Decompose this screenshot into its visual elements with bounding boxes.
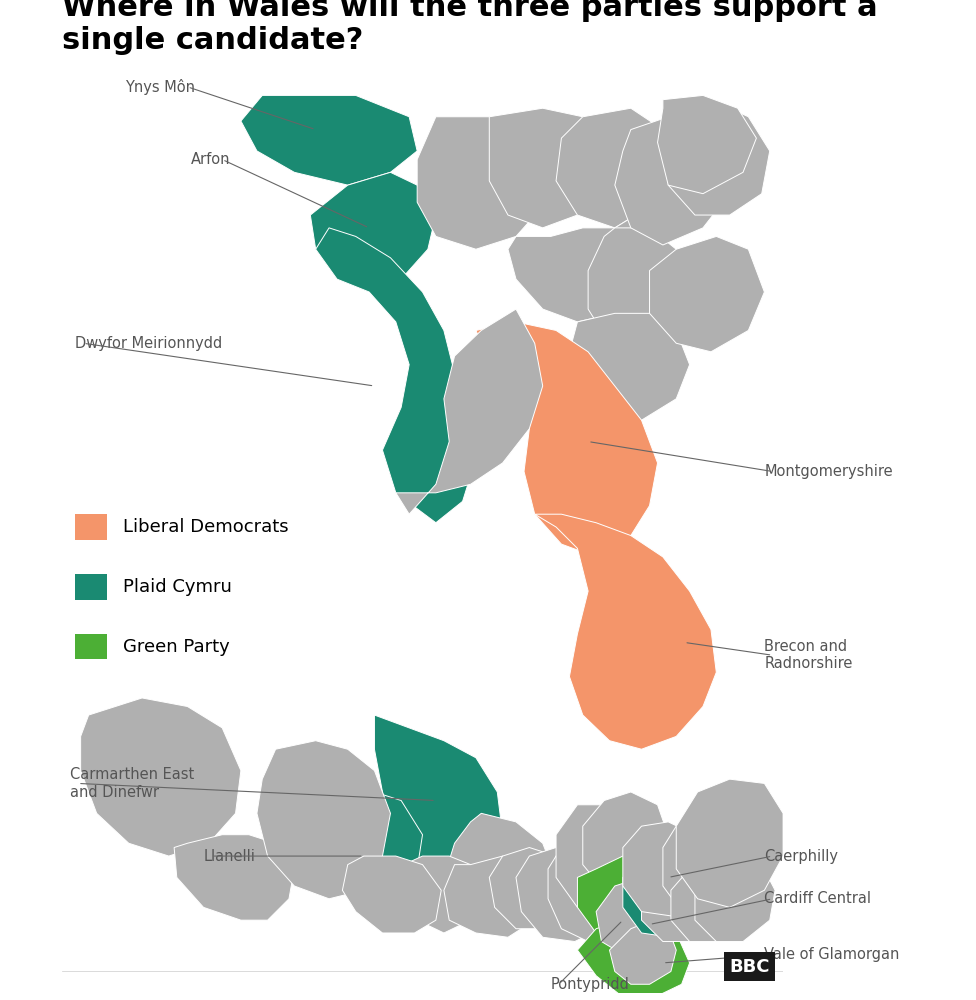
Polygon shape: [321, 792, 423, 899]
Polygon shape: [257, 741, 390, 899]
Polygon shape: [315, 228, 476, 523]
Bar: [75, 574, 107, 600]
Polygon shape: [549, 848, 630, 942]
Polygon shape: [489, 848, 572, 929]
Polygon shape: [81, 698, 241, 856]
Text: Arfon: Arfon: [190, 152, 230, 167]
Polygon shape: [310, 172, 436, 292]
Polygon shape: [669, 100, 770, 215]
Polygon shape: [375, 715, 503, 877]
Polygon shape: [489, 108, 609, 228]
Polygon shape: [623, 822, 709, 916]
Polygon shape: [641, 848, 730, 942]
Polygon shape: [401, 856, 481, 933]
Polygon shape: [626, 912, 658, 942]
Polygon shape: [444, 856, 543, 937]
Polygon shape: [550, 848, 636, 942]
Polygon shape: [589, 228, 690, 352]
Polygon shape: [516, 848, 615, 942]
Polygon shape: [578, 920, 690, 997]
Text: Llanelli: Llanelli: [204, 849, 256, 864]
Text: Where in Wales will the three parties support a
single candidate?: Where in Wales will the three parties su…: [61, 0, 877, 55]
Polygon shape: [343, 856, 441, 933]
Text: Pontypridd: Pontypridd: [550, 977, 630, 992]
Text: Brecon and
Radnorshire: Brecon and Radnorshire: [764, 639, 853, 671]
Text: Montgomeryshire: Montgomeryshire: [764, 464, 893, 479]
Text: Green Party: Green Party: [123, 638, 230, 656]
Polygon shape: [417, 117, 550, 249]
Polygon shape: [695, 856, 775, 942]
Text: Liberal Democrats: Liberal Democrats: [123, 518, 289, 536]
Polygon shape: [578, 856, 669, 942]
Polygon shape: [663, 813, 743, 912]
Polygon shape: [609, 920, 676, 984]
Polygon shape: [556, 805, 644, 912]
Bar: [75, 514, 107, 540]
Polygon shape: [583, 792, 671, 899]
Polygon shape: [396, 309, 543, 514]
Polygon shape: [508, 207, 663, 322]
Polygon shape: [623, 856, 703, 937]
Polygon shape: [444, 813, 556, 933]
Polygon shape: [241, 95, 417, 185]
Polygon shape: [174, 835, 295, 920]
Text: BBC: BBC: [729, 958, 770, 976]
Polygon shape: [615, 117, 730, 245]
Polygon shape: [556, 108, 669, 228]
Text: Ynys Môn: Ynys Môn: [126, 79, 195, 95]
Polygon shape: [671, 856, 749, 942]
Polygon shape: [569, 313, 690, 420]
Text: Vale of Glamorgan: Vale of Glamorgan: [764, 947, 900, 962]
Text: Dwyfor Meirionnydd: Dwyfor Meirionnydd: [75, 336, 223, 351]
Polygon shape: [658, 95, 756, 194]
Text: Cardiff Central: Cardiff Central: [764, 891, 872, 906]
Text: Caerphilly: Caerphilly: [764, 849, 838, 864]
Polygon shape: [535, 514, 716, 749]
Polygon shape: [604, 890, 658, 950]
Text: Carmarthen East
and Dinefwr: Carmarthen East and Dinefwr: [70, 767, 194, 800]
Polygon shape: [650, 236, 764, 352]
Polygon shape: [676, 779, 783, 907]
Polygon shape: [596, 877, 676, 954]
Polygon shape: [476, 322, 658, 557]
Bar: [75, 634, 107, 659]
Text: Plaid Cymru: Plaid Cymru: [123, 578, 232, 596]
